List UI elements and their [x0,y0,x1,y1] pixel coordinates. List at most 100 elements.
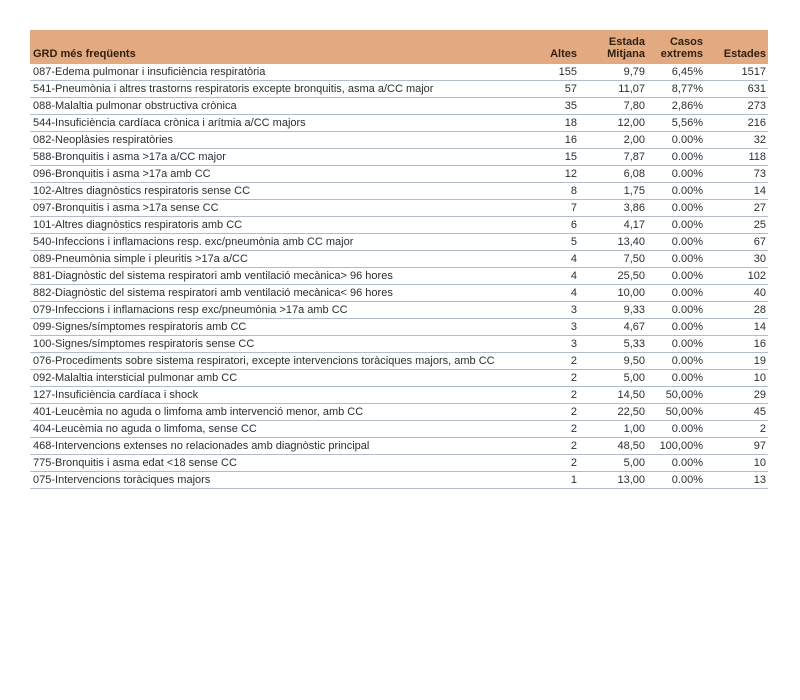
table-row: 088-Malaltia pulmonar obstructiva crònic… [30,97,768,115]
altes-cell: 15 [508,148,579,166]
table-row: 540-Infeccions i inflamacions resp. exc/… [30,233,768,251]
altes-cell: 2 [508,386,579,404]
altes-cell: 35 [508,97,579,115]
grd-name-cell: 544-Insuficiència cardíaca crònica i arí… [30,114,508,132]
altes-cell: 2 [508,437,579,455]
grd-name-cell: 096-Bronquitis i asma >17a amb CC [30,165,508,183]
table-row: 102-Altres diagnòstics respiratoris sens… [30,182,768,200]
casos-extrems-cell: 0.00% [647,233,705,251]
estada-mitjana-cell: 9,79 [579,64,647,81]
estada-mitjana-cell: 6,08 [579,165,647,183]
casos-extrems-cell: 0.00% [647,352,705,370]
estades-cell: 273 [705,97,768,115]
estades-cell: 28 [705,301,768,319]
casos-extrems-cell: 5,56% [647,114,705,132]
altes-cell: 2 [508,454,579,472]
casos-extrems-cell: 0.00% [647,454,705,472]
table-header: GRD més freqüents Altes Estada Mitjana C… [30,30,768,64]
casos-extrems-cell: 100,00% [647,437,705,455]
estada-mitjana-cell: 7,50 [579,250,647,268]
estada-mitjana-cell: 3,86 [579,199,647,217]
estades-cell: 40 [705,284,768,302]
column-header-casos-extrems: Casos extrems [647,30,705,64]
estades-cell: 73 [705,165,768,183]
altes-cell: 1 [508,471,579,489]
grd-name-cell: 881-Diagnòstic del sistema respiratori a… [30,267,508,285]
altes-cell: 155 [508,64,579,81]
grd-name-cell: 089-Pneumònia simple i pleuritis >17a a/… [30,250,508,268]
estades-cell: 10 [705,454,768,472]
table-row: 588-Bronquitis i asma >17a a/CC major 15… [30,148,768,166]
estada-mitjana-cell: 4,17 [579,216,647,234]
table-header-row: GRD més freqüents Altes Estada Mitjana C… [30,30,768,64]
estades-cell: 2 [705,420,768,438]
altes-cell: 6 [508,216,579,234]
estades-cell: 45 [705,403,768,421]
grd-name-cell: 097-Bronquitis i asma >17a sense CC [30,199,508,217]
estades-cell: 13 [705,471,768,489]
estada-mitjana-cell: 9,50 [579,352,647,370]
estades-cell: 14 [705,182,768,200]
estada-mitjana-cell: 5,00 [579,454,647,472]
estades-cell: 27 [705,199,768,217]
table-row: 541-Pneumònia i altres trastorns respira… [30,80,768,98]
table-row: 100-Signes/símptomes respiratoris sense … [30,335,768,353]
altes-cell: 4 [508,267,579,285]
estada-mitjana-cell: 4,67 [579,318,647,336]
estada-mitjana-cell: 7,87 [579,148,647,166]
table-row: 075-Intervencions toràciques majors 1 13… [30,471,768,489]
altes-cell: 3 [508,318,579,336]
table-row: 775-Bronquitis i asma edat <18 sense CC … [30,454,768,472]
table-row: 401-Leucèmia no aguda o limfoma amb inte… [30,403,768,421]
casos-extrems-cell: 0.00% [647,267,705,285]
estada-mitjana-cell: 11,07 [579,80,647,98]
table-row: 079-Infeccions i inflamacions resp exc/p… [30,301,768,319]
table-row: 882-Diagnòstic del sistema respiratori a… [30,284,768,302]
grd-name-cell: 401-Leucèmia no aguda o limfoma amb inte… [30,403,508,421]
estada-mitjana-cell: 14,50 [579,386,647,404]
grd-name-cell: 775-Bronquitis i asma edat <18 sense CC [30,454,508,472]
altes-cell: 2 [508,403,579,421]
altes-cell: 3 [508,335,579,353]
casos-extrems-cell: 0.00% [647,199,705,217]
table-row: 087-Edema pulmonar i insuficiència respi… [30,64,768,81]
grd-name-cell: 076-Procediments sobre sistema respirato… [30,352,508,370]
estada-mitjana-cell: 5,00 [579,369,647,387]
casos-extrems-cell: 0.00% [647,471,705,489]
estada-mitjana-cell: 5,33 [579,335,647,353]
grd-name-cell: 101-Altres diagnòstics respiratoris amb … [30,216,508,234]
altes-cell: 57 [508,80,579,98]
altes-cell: 7 [508,199,579,217]
grd-name-cell: 540-Infeccions i inflamacions resp. exc/… [30,233,508,251]
casos-extrems-cell: 8,77% [647,80,705,98]
grd-name-cell: 099-Signes/símptomes respiratoris amb CC [30,318,508,336]
table-row: 101-Altres diagnòstics respiratoris amb … [30,216,768,234]
estada-mitjana-cell: 7,80 [579,97,647,115]
estades-cell: 97 [705,437,768,455]
table-row: 096-Bronquitis i asma >17a amb CC 12 6,0… [30,165,768,183]
grd-name-cell: 082-Neoplàsies respiratòries [30,131,508,149]
estades-cell: 67 [705,233,768,251]
estades-cell: 16 [705,335,768,353]
grd-name-cell: 882-Diagnòstic del sistema respiratori a… [30,284,508,302]
estades-cell: 32 [705,131,768,149]
estades-cell: 29 [705,386,768,404]
grd-name-cell: 127-Insuficiència cardíaca i shock [30,386,508,404]
estada-mitjana-cell: 12,00 [579,114,647,132]
grd-name-cell: 088-Malaltia pulmonar obstructiva crònic… [30,97,508,115]
table-row: 468-Intervencions extenses no relacionad… [30,437,768,455]
estada-mitjana-cell: 22,50 [579,403,647,421]
table-row: 097-Bronquitis i asma >17a sense CC 7 3,… [30,199,768,217]
altes-cell: 2 [508,420,579,438]
altes-cell: 2 [508,352,579,370]
estades-cell: 25 [705,216,768,234]
casos-extrems-cell: 50,00% [647,386,705,404]
casos-extrems-cell: 0.00% [647,318,705,336]
casos-extrems-cell: 0.00% [647,250,705,268]
altes-cell: 4 [508,284,579,302]
column-header-estades: Estades [705,30,768,64]
grd-report: GRD més freqüents Altes Estada Mitjana C… [30,30,768,489]
altes-cell: 8 [508,182,579,200]
estades-cell: 10 [705,369,768,387]
grd-name-cell: 588-Bronquitis i asma >17a a/CC major [30,148,508,166]
